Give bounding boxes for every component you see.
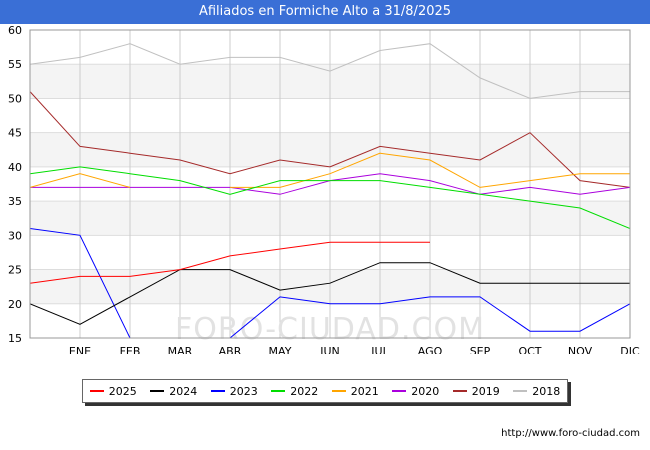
axis-tick-labels: 15 20 25 30 35 40 45 50 55 60 ENE FEB MAR ABR MAY JUN JU… xyxy=(8,24,640,354)
legend-swatch xyxy=(452,390,467,392)
y-tick-label: 15 xyxy=(8,332,22,345)
legend-label: 2019 xyxy=(471,384,500,398)
legend-item-2021: 2021 xyxy=(331,384,379,398)
y-tick-label: 20 xyxy=(8,298,22,311)
y-tick-label: 50 xyxy=(8,92,22,105)
series-line-2021 xyxy=(30,152,630,188)
x-tick-label: JUN xyxy=(319,345,340,354)
plot-border xyxy=(29,29,631,339)
y-tick-label: 40 xyxy=(8,161,22,174)
grid-lines xyxy=(30,29,631,339)
legend-item-2020: 2020 xyxy=(392,385,439,398)
y-tick-label: 55 xyxy=(8,58,22,71)
watermark: FORO-CIUDAD.COM xyxy=(175,312,485,347)
legend-label: 2023 xyxy=(229,384,258,398)
legend-swatch xyxy=(271,390,286,392)
x-tick-label: NOV xyxy=(568,345,593,354)
legend-item-2023: 2023 xyxy=(210,384,258,398)
legend-swatch xyxy=(89,390,104,392)
series-line-2019 xyxy=(30,91,630,188)
x-tick-label: MAR xyxy=(168,345,193,354)
x-tick-label: ENE xyxy=(69,345,91,354)
series-line-2024 xyxy=(30,262,630,325)
legend-label: 2018 xyxy=(532,384,561,398)
series-line-2025 xyxy=(30,241,430,284)
x-tick-label: DIC xyxy=(620,345,640,354)
legend-label: 2022 xyxy=(290,384,319,398)
x-tick-label: FEB xyxy=(120,345,141,354)
chart-title: Afiliados en Formiche Alto a 31/8/2025 xyxy=(0,0,650,24)
legend-item-2019: 2019 xyxy=(452,384,500,398)
y-tick-label: 25 xyxy=(8,264,22,277)
legend-swatch xyxy=(150,390,165,392)
y-tick-label: 30 xyxy=(8,229,22,242)
legend-swatch xyxy=(331,390,346,392)
legend-swatch xyxy=(513,390,528,392)
x-tick-label: JUL xyxy=(370,345,389,354)
series-lines xyxy=(30,43,630,338)
legend-label: 2024 xyxy=(169,384,198,398)
x-tick-label: AGO xyxy=(418,345,443,354)
legend: 2025 2024 2023 2022 2021 2020 2019 2018 xyxy=(82,379,568,403)
x-tick-label: MAY xyxy=(269,345,292,354)
legend-swatch xyxy=(210,390,225,392)
source-url: http://www.foro-ciudad.com xyxy=(501,428,640,439)
legend-swatch xyxy=(392,390,407,392)
x-tick-label: OCT xyxy=(518,345,541,354)
series-line-2022 xyxy=(30,166,630,229)
y-tick-label: 35 xyxy=(8,195,22,208)
legend-item-2018: 2018 xyxy=(513,385,560,398)
legend-item-2022: 2022 xyxy=(271,385,318,398)
x-tick-label: ABR xyxy=(219,345,242,354)
legend-label: 2021 xyxy=(350,384,379,398)
legend-label: 2020 xyxy=(411,384,440,398)
line-chart: FORO-CIUDAD.COM 15 20 25 30 35 40 45 50 55 60 ENE F… xyxy=(8,24,640,354)
series-line-2018 xyxy=(30,43,630,99)
legend-item-2025: 2025 xyxy=(89,384,137,398)
x-tick-label: SEP xyxy=(470,345,491,354)
legend-item-2024: 2024 xyxy=(150,385,197,398)
series-line-2023 xyxy=(30,228,630,338)
y-tick-label: 45 xyxy=(8,127,22,140)
y-tick-label: 60 xyxy=(8,24,22,37)
legend-label: 2025 xyxy=(108,384,137,398)
